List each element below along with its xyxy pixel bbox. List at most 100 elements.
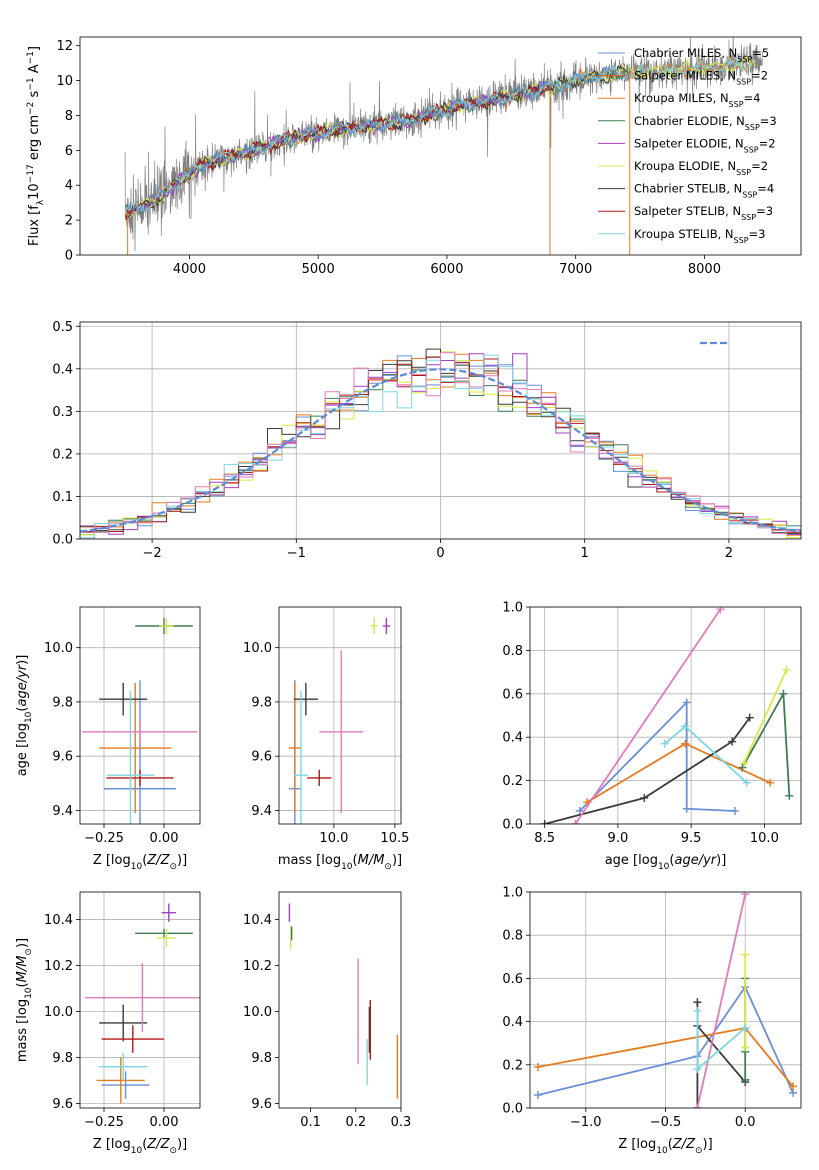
x-tick-label: −2	[143, 546, 162, 561]
y-tick-label: 9.8	[52, 1051, 73, 1066]
y-tick-label: 10.0	[44, 1005, 73, 1020]
weight-marker	[739, 759, 748, 768]
y-axis-label: age [log10(age/yr)]	[15, 655, 34, 777]
plot-area	[279, 607, 401, 824]
legend-label: Chabrier ELODIE, NSSP=3	[634, 114, 777, 132]
weight-marker	[741, 1024, 750, 1033]
weight-marker	[682, 698, 691, 707]
y-tick-label: 0.4	[502, 731, 523, 746]
weight-marker	[693, 1065, 702, 1074]
x-tick-label: 8000	[688, 262, 721, 277]
y-tick-label: 0.4	[502, 1015, 523, 1030]
y-tick-label: 10.2	[44, 959, 73, 974]
x-tick-label: 6000	[430, 262, 463, 277]
x-tick-label: 5000	[302, 262, 335, 277]
plot-area	[288, 903, 399, 1099]
y-tick-label: 0.8	[502, 644, 523, 659]
legend-label: Salpeter ELODIE, NSSP=2	[634, 136, 776, 154]
y-tick-label: 10.2	[243, 959, 272, 974]
legend-label: Salpeter STELIB, NSSP=3	[634, 204, 773, 222]
weight-marker	[731, 806, 740, 815]
weight-line	[579, 700, 736, 812]
plot-area	[124, 37, 763, 255]
weight-marker	[789, 1082, 798, 1091]
weight-marker	[741, 1043, 750, 1052]
weight-marker	[660, 739, 669, 748]
y-tick-label: 10.0	[243, 641, 272, 656]
x-axis-label: Z [log10(Z/Z⊙)]	[93, 1137, 187, 1156]
y-tick-label: 12	[56, 39, 73, 54]
weight-marker	[571, 820, 580, 824]
plot-area	[80, 322, 801, 539]
weight-marker	[540, 820, 549, 824]
weight-line	[664, 725, 748, 784]
y-tick-label: 9.8	[251, 1051, 272, 1066]
panel-age-vs-mass: 10.0 10.5 9.4 9.6 9.8 10.0 mass [log10(M/M⊙)]	[243, 606, 409, 872]
x-tick-label: 0.1	[300, 1115, 321, 1130]
x-tick-label: −0.5	[650, 1115, 682, 1130]
y-tick-label: 6	[65, 144, 73, 159]
y-tick-label: 9.6	[52, 1097, 73, 1112]
x-tick-label: 4000	[173, 262, 206, 277]
panel-mass-vs-ebv: 0.1 0.2 0.3 9.6 9.8 10.0 10.2 10.4	[243, 891, 411, 1130]
x-tick-label: 0.2	[345, 1115, 366, 1130]
y-tick-label: 10.4	[44, 913, 73, 928]
y-tick-label: 10.0	[44, 641, 73, 656]
legend-label: Kroupa STELIB, NSSP=3	[634, 227, 765, 245]
weight-marker	[785, 791, 794, 800]
legend-label: Chabrier MILES, NSSP=5	[634, 46, 769, 64]
weight-marker	[742, 778, 751, 787]
model-spectrum	[124, 84, 551, 221]
panel-age-vs-Z: −0.25 0.00 9.4 9.6 9.8 10.0 Z [log10(Z/Z⊙)] age…	[15, 606, 201, 872]
weight-line	[586, 742, 771, 804]
x-tick-label: 2	[725, 546, 733, 561]
y-tick-label: 0.0	[502, 1102, 523, 1117]
x-tick-label: 7000	[559, 262, 592, 277]
x-tick-label: 10.0	[750, 831, 779, 846]
y-tick-label: 0.0	[502, 818, 523, 833]
x-tick-label: 9.0	[608, 831, 629, 846]
weight-line	[696, 894, 747, 1108]
legend-label: Kroupa MILES, NSSP=4	[634, 91, 760, 109]
x-tick-label: 10.0	[319, 831, 348, 846]
weight-marker	[533, 1091, 542, 1100]
weight-marker	[741, 950, 750, 959]
y-tick-label: 1.0	[502, 886, 523, 901]
x-tick-label: 8.5	[534, 831, 555, 846]
weight-marker	[682, 804, 691, 813]
y-tick-label: 0	[65, 249, 73, 264]
x-tick-label: 0.00	[150, 1115, 179, 1130]
legend-label: Chabrier STELIB, NSSP=4	[634, 182, 774, 200]
y-tick-label: 9.4	[251, 804, 272, 819]
x-tick-label: −1.0	[570, 1115, 602, 1130]
y-tick-label: 0.6	[502, 687, 523, 702]
x-tick-label: −0.25	[84, 1115, 124, 1130]
y-tick-label: 0.8	[502, 929, 523, 944]
x-axis-label: Z [log10(Z/Z⊙)]	[93, 853, 187, 872]
y-tick-label: 0.2	[52, 447, 73, 462]
panel-weight-vs-Z: −1.0 −0.5 0.0 0.0 0.2 0.4 0.6 0.8 1.0 Z [log10(Z/…	[502, 886, 802, 1156]
plot-area	[80, 892, 200, 1108]
weight-marker	[693, 1006, 702, 1015]
axes-frame	[278, 891, 402, 1109]
x-axis-label: Z [log10(Z/Z⊙)]	[618, 1137, 712, 1156]
x-tick-label: 0	[436, 546, 444, 561]
residual-histogram	[80, 352, 801, 534]
model-spectrum	[124, 64, 631, 214]
axes-frame	[278, 606, 402, 825]
weight-marker	[533, 1062, 542, 1071]
normal-curve	[80, 368, 801, 533]
axes-frame	[79, 36, 802, 256]
y-tick-label: 1.0	[502, 601, 523, 616]
x-tick-label: 0.0	[735, 1115, 756, 1130]
y-tick-label: 0.5	[52, 320, 73, 335]
legend: Chabrier MILES, NSSP=5 Salpeter MILES, NS…	[598, 46, 777, 244]
axes-frame	[529, 891, 802, 1109]
y-tick-label: 9.4	[52, 804, 73, 819]
weight-marker	[741, 1075, 750, 1084]
legend-label: Kroupa ELODIE, NSSP=2	[634, 159, 768, 177]
weight-line	[696, 1002, 747, 1108]
x-tick-label: 9.5	[681, 831, 702, 846]
axes-frame	[79, 321, 802, 540]
